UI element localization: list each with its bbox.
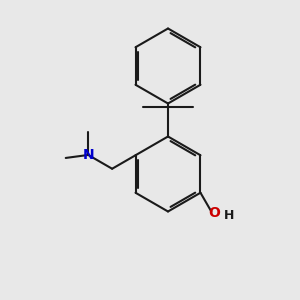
Text: N: N xyxy=(82,148,94,162)
Text: H: H xyxy=(224,209,234,223)
Text: O: O xyxy=(208,206,220,220)
